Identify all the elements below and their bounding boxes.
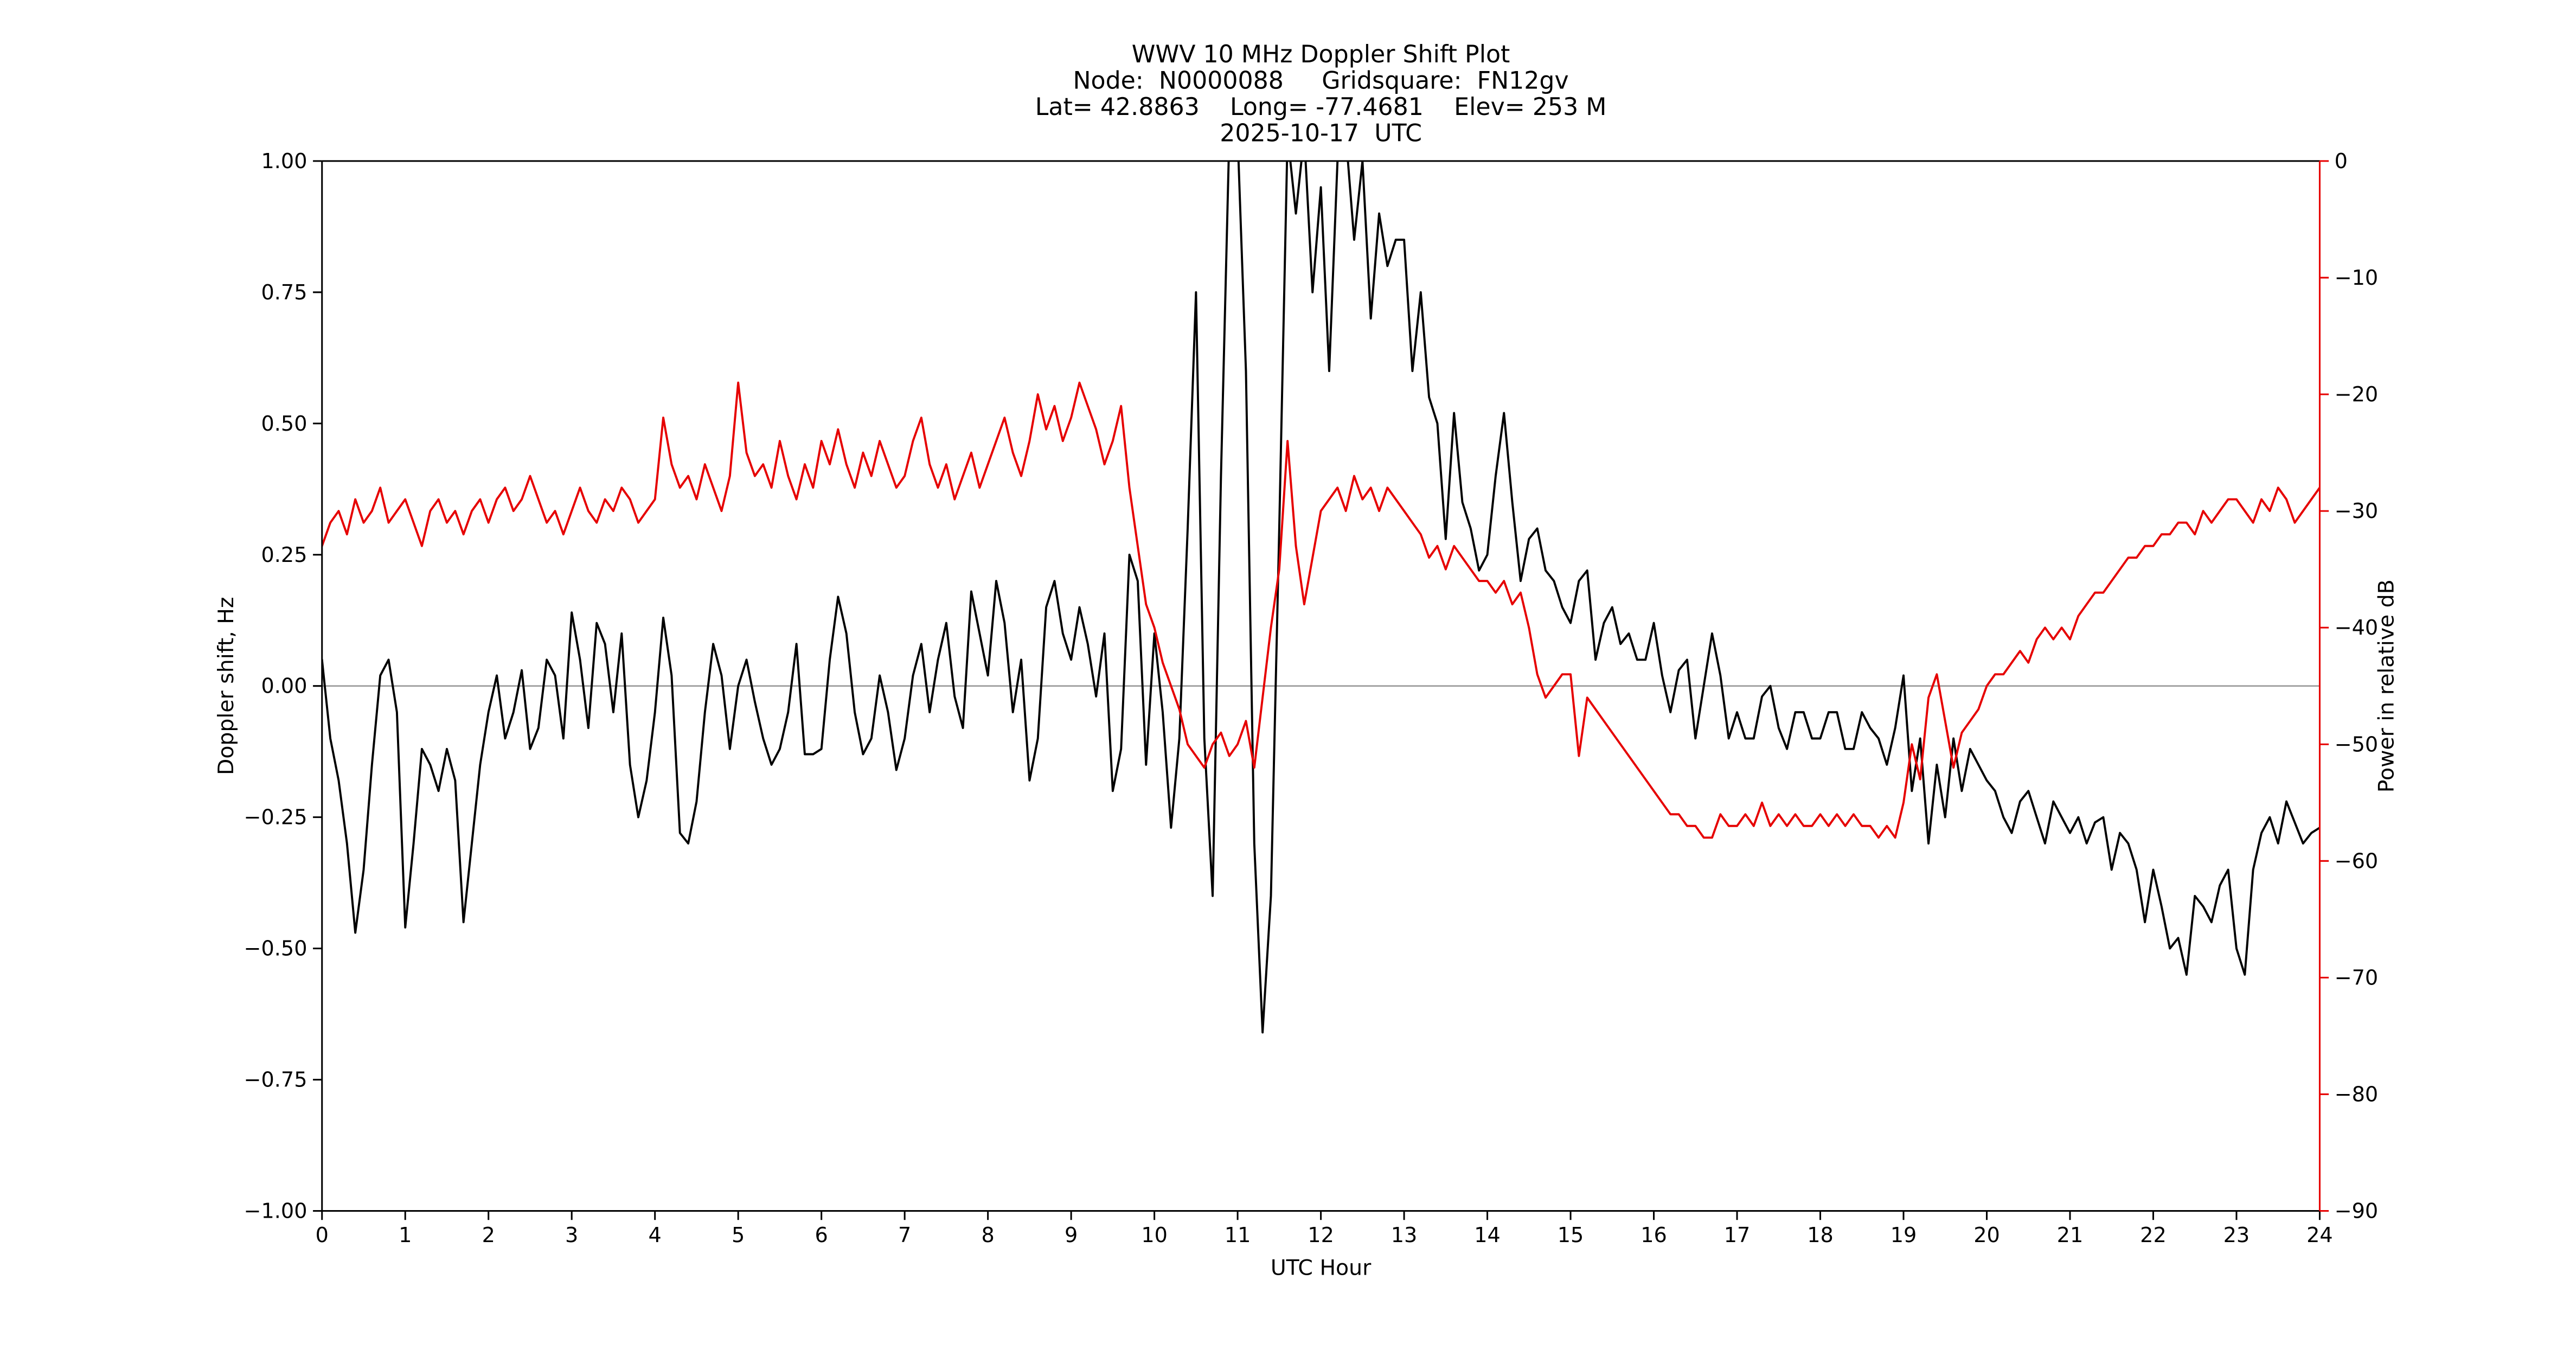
right-y-tick-label: 0 xyxy=(2335,149,2348,173)
x-tick-label: 11 xyxy=(1225,1223,1251,1247)
series-group xyxy=(322,161,2320,1034)
right-y-tick-label: −20 xyxy=(2335,382,2379,406)
right-y-tick-label: −10 xyxy=(2335,266,2379,290)
left-y-tick-label: 0.75 xyxy=(261,280,307,304)
x-tick-label: 2 xyxy=(482,1223,495,1247)
left-y-tick-label: −0.75 xyxy=(244,1068,307,1092)
x-tick-label: 7 xyxy=(898,1223,911,1247)
x-tick-label: 0 xyxy=(316,1223,329,1247)
left-y-tick-label: 0.25 xyxy=(261,543,307,567)
right-y-tick-label: −40 xyxy=(2335,616,2379,639)
left-y-tick-label: −0.50 xyxy=(244,937,307,961)
x-tick-label: 21 xyxy=(2057,1223,2084,1247)
left-y-tick-label: −1.00 xyxy=(244,1199,307,1223)
right-y-tick-label: −90 xyxy=(2335,1199,2379,1223)
left-y-tick-label: 0.00 xyxy=(261,674,307,698)
x-tick-label: 16 xyxy=(1641,1223,1667,1247)
plot-title-line4: 2025-10-17 UTC xyxy=(1220,120,1422,148)
right-y-tick-label: −80 xyxy=(2335,1082,2379,1106)
x-tick-label: 1 xyxy=(399,1223,412,1247)
plot-title-line1: WWV 10 MHz Doppler Shift Plot xyxy=(1132,41,1510,68)
x-tick-label: 8 xyxy=(982,1223,995,1247)
right-y-tick-label: −30 xyxy=(2335,499,2379,523)
x-tick-label: 14 xyxy=(1474,1223,1501,1247)
power-line xyxy=(322,381,2320,839)
right-y-tick-label: −60 xyxy=(2335,849,2379,873)
x-axis-label: UTC Hour xyxy=(1271,1256,1372,1281)
left-y-tick-label: 1.00 xyxy=(261,149,307,173)
x-tick-label: 12 xyxy=(1308,1223,1334,1247)
right-y-axis-label: Power in relative dB xyxy=(2374,579,2399,792)
right-y-tick-label: −70 xyxy=(2335,965,2379,989)
left-y-tick-label: 0.50 xyxy=(261,412,307,436)
x-tick-label: 15 xyxy=(1558,1223,1584,1247)
x-tick-label: 20 xyxy=(1973,1223,2000,1247)
plot-title-line2: Node: N0000088 Gridsquare: FN12gv xyxy=(1073,67,1568,95)
doppler-shift-line xyxy=(322,161,2320,1034)
x-tick-label: 24 xyxy=(2306,1223,2333,1247)
x-tick-label: 6 xyxy=(815,1223,828,1247)
plot-title-line3: Lat= 42.8863 Long= -77.4681 Elev= 253 M xyxy=(1035,93,1607,121)
x-tick-label: 18 xyxy=(1807,1223,1834,1247)
x-tick-label: 22 xyxy=(2140,1223,2167,1247)
right-y-tick-label: −50 xyxy=(2335,732,2379,756)
x-tick-label: 5 xyxy=(732,1223,745,1247)
x-tick-label: 4 xyxy=(649,1223,662,1247)
left-y-axis-label: Doppler shift, Hz xyxy=(214,597,239,775)
x-tick-label: 17 xyxy=(1724,1223,1751,1247)
x-tick-label: 19 xyxy=(1891,1223,1917,1247)
tick-labels-group: 0 1 2 3 4 5 6 7 8 9 10 11 12 13 14 15 16 17 18 19 20 21 22 23 24… xyxy=(244,149,2379,1247)
x-tick-label: 3 xyxy=(565,1223,578,1247)
tick-marks-group xyxy=(313,160,2329,1220)
x-tick-label: 10 xyxy=(1141,1223,1168,1247)
x-tick-label: 23 xyxy=(2223,1223,2250,1247)
x-tick-label: 13 xyxy=(1391,1223,1418,1247)
x-tick-label: 9 xyxy=(1065,1223,1078,1247)
left-y-tick-label: −0.25 xyxy=(244,805,307,829)
